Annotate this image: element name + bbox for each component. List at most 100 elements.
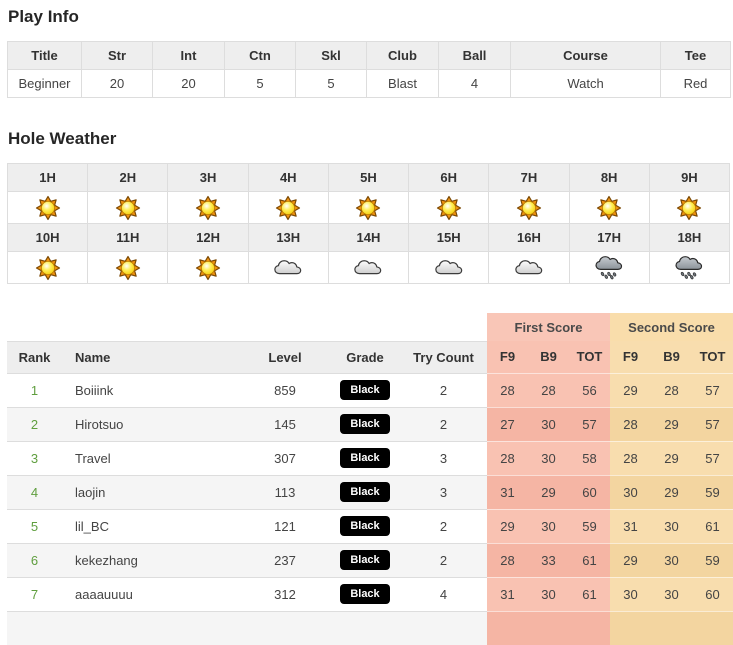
weather-cell: [247, 191, 329, 224]
second-b9-cell: 29: [651, 440, 692, 475]
weather-hour-2h: 2H: [87, 163, 169, 192]
second-tot-cell: 61: [692, 508, 733, 543]
play-info-value-ball: 4: [438, 69, 511, 98]
weather-cell: [568, 191, 650, 224]
play-info-header-title: Title: [7, 41, 82, 70]
second-b9-cell: 30: [651, 508, 692, 543]
second-f9-cell: 30: [610, 576, 651, 611]
grade-badge: Black: [340, 380, 390, 400]
play-info-title: Play Info: [8, 7, 79, 26]
first-b9-cell: 30: [528, 576, 569, 611]
level-cell: 121: [240, 508, 330, 543]
second-tot-cell: 57: [692, 372, 733, 407]
second-b9-cell: 29: [651, 474, 692, 509]
leaderboard-row: 2 Hirotsuo 145 Black 2 27 30 57 28 29 57: [7, 406, 733, 441]
first-tot-cell: 59: [569, 508, 610, 543]
play-info-value-skl: 5: [295, 69, 367, 98]
score-group-header-row: First Score Second Score: [7, 313, 733, 341]
sun-icon: [195, 255, 221, 281]
weather-hour-5h: 5H: [327, 163, 410, 192]
second-f9-cell: 28: [610, 440, 651, 475]
play-info-header-club: Club: [366, 41, 439, 70]
leaderboard-table: First Score Second Score Rank Name Level…: [7, 313, 733, 645]
leaderboard-row: 3 Travel 307 Black 3 28 30 58 28 29 57: [7, 440, 733, 475]
level-cell: 113: [240, 474, 330, 509]
play-info-value-tee: Red: [660, 69, 731, 98]
try-count-cell: 2: [400, 508, 487, 543]
level-cell: 307: [240, 440, 330, 475]
play-info-header-ctn: Ctn: [224, 41, 296, 70]
first-f9-cell: 31: [487, 474, 528, 509]
grade-cell: Black: [330, 440, 400, 475]
weather-hour-6h: 6H: [408, 163, 490, 192]
weather-cell: [247, 251, 329, 284]
leaderboard-row: 6 kekezhang 237 Black 2 28 33 61 29 30 59: [7, 542, 733, 577]
partial-cell: [62, 610, 240, 645]
weather-hour-header-row: 1H 2H 3H 4H 5H 6H 7H 8H 9H: [6, 163, 731, 192]
weather-cell: [327, 191, 410, 224]
weather-cell: [488, 251, 570, 284]
first-tot-cell: 61: [569, 542, 610, 577]
weather-cell: [408, 251, 490, 284]
leaderboard-row: 1 Boiiink 859 Black 2 28 28 56 29 28 57: [7, 372, 733, 407]
name-cell: Boiiink: [62, 372, 240, 407]
partial-cell: [330, 610, 400, 645]
partial-cell: [528, 610, 569, 645]
play-info-header-int: Int: [152, 41, 225, 70]
first-tot-cell: 57: [569, 406, 610, 441]
weather-cell: [167, 251, 249, 284]
grade-cell: Black: [330, 372, 400, 407]
try-count-cell: 3: [400, 440, 487, 475]
second-b9-cell: 29: [651, 406, 692, 441]
score-group-spacer: [7, 313, 487, 341]
first-f9-cell: 29: [487, 508, 528, 543]
first-f9-cell: 28: [487, 440, 528, 475]
play-info-table: Title Str Int Ctn Skl Club Ball Course T…: [7, 41, 731, 98]
grade-badge: Black: [340, 550, 390, 570]
grade-cell: Black: [330, 576, 400, 611]
try-count-cell: 2: [400, 542, 487, 577]
first-tot-cell: 60: [569, 474, 610, 509]
second-f9-cell: 30: [610, 474, 651, 509]
play-info-header-row: Title Str Int Ctn Skl Club Ball Course T…: [7, 41, 731, 70]
name-header: Name: [62, 340, 240, 374]
try-count-cell: 2: [400, 406, 487, 441]
level-cell: 859: [240, 372, 330, 407]
weather-hour-13h: 13H: [247, 223, 329, 252]
grade-badge: Black: [340, 482, 390, 502]
sun-icon: [355, 195, 381, 221]
weather-hour-1h: 1H: [6, 163, 89, 192]
partial-cell: [487, 610, 528, 645]
rain-icon: [594, 255, 624, 280]
sun-icon: [115, 195, 141, 221]
first-tot-cell: 56: [569, 372, 610, 407]
rank-cell: 5: [7, 508, 62, 543]
play-info-value-club: Blast: [366, 69, 439, 98]
weather-cell: [648, 251, 731, 284]
first-f9-cell: 28: [487, 542, 528, 577]
rain-icon: [674, 255, 704, 280]
name-cell: laojin: [62, 474, 240, 509]
level-cell: 237: [240, 542, 330, 577]
second-f9-header: F9: [610, 341, 651, 373]
weather-hour-9h: 9H: [648, 163, 731, 192]
first-b9-cell: 30: [528, 440, 569, 475]
second-tot-cell: 57: [692, 440, 733, 475]
first-f9-cell: 28: [487, 372, 528, 407]
second-f9-cell: 29: [610, 372, 651, 407]
weather-hour-4h: 4H: [247, 163, 329, 192]
sun-icon: [195, 195, 221, 221]
weather-cell: [568, 251, 650, 284]
second-tot-header: TOT: [692, 341, 733, 373]
name-cell: aaaauuuu: [62, 576, 240, 611]
rank-cell: 4: [7, 474, 62, 509]
weather-hour-18h: 18H: [648, 223, 731, 252]
first-b9-header: B9: [528, 341, 569, 373]
weather-hour-16h: 16H: [488, 223, 570, 252]
play-info-value-course: Watch: [510, 69, 661, 98]
first-tot-cell: 61: [569, 576, 610, 611]
grade-badge: Black: [340, 584, 390, 604]
play-info-header-skl: Skl: [295, 41, 367, 70]
weather-cell: [87, 251, 169, 284]
weather-cell: [87, 191, 169, 224]
